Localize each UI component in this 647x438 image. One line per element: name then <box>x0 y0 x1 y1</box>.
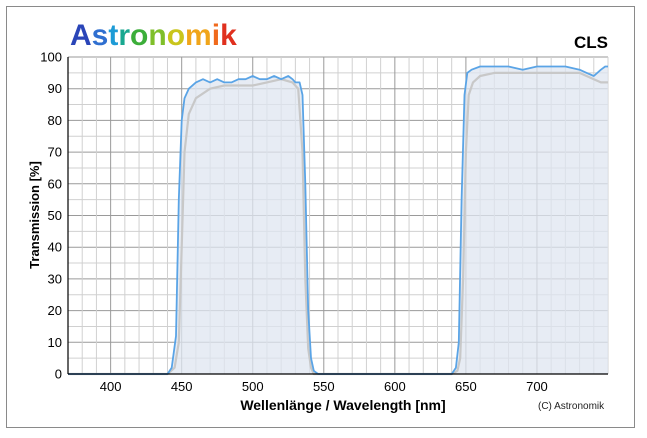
x-tick-label: 650 <box>455 379 477 394</box>
x-axis-label: Wellenlänge / Wavelength [nm] <box>240 397 445 413</box>
brand-letter: o <box>167 19 185 52</box>
brand-letter: r <box>118 19 130 52</box>
x-tick-label: 550 <box>313 379 335 394</box>
x-tick-label: 700 <box>526 379 548 394</box>
y-tick-label: 10 <box>48 335 62 350</box>
brand-letter: k <box>220 19 237 52</box>
copyright-note: (C) Astronomik <box>538 401 605 412</box>
brand-letter: t <box>108 19 118 52</box>
y-tick-label: 30 <box>48 271 62 286</box>
brand-name: Astronomik <box>70 19 237 52</box>
brand-letter: s <box>92 19 109 52</box>
y-tick-label: 40 <box>48 240 62 255</box>
y-tick-label: 60 <box>48 176 62 191</box>
transmission-fill <box>68 66 608 374</box>
y-tick-label: 80 <box>48 113 62 128</box>
astronomik-logo: Astronomik <box>70 19 237 52</box>
axes <box>67 57 608 375</box>
tick-labels: 0 10 20 30 40 50 60 70 80 90 100 400 450 500 550 600 650… <box>40 50 548 395</box>
y-tick-label: 50 <box>48 208 62 223</box>
transmission-line <box>68 65 608 375</box>
y-tick-label: 0 <box>55 367 62 382</box>
brand-letter: o <box>130 19 148 52</box>
y-tick-label: 20 <box>48 303 62 318</box>
y-tick-label: 70 <box>48 145 62 160</box>
brand-letter: n <box>148 19 166 52</box>
x-tick-label: 450 <box>171 379 193 394</box>
brand-letter: A <box>70 19 92 52</box>
x-tick-label: 500 <box>242 379 264 394</box>
chart-title: CLS <box>574 33 608 52</box>
brand-letter: m <box>185 19 212 52</box>
y-tick-label: 100 <box>40 50 62 65</box>
y-tick-label: 90 <box>48 81 62 96</box>
y-axis-label: Transmission [%] <box>27 161 42 269</box>
brand-letter: i <box>212 19 220 52</box>
x-tick-label: 600 <box>384 379 406 394</box>
x-tick-label: 400 <box>100 379 122 394</box>
